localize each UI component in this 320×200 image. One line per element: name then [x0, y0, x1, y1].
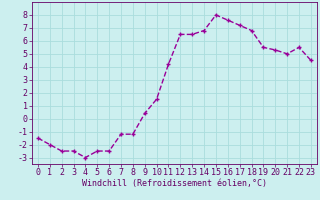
- X-axis label: Windchill (Refroidissement éolien,°C): Windchill (Refroidissement éolien,°C): [82, 179, 267, 188]
